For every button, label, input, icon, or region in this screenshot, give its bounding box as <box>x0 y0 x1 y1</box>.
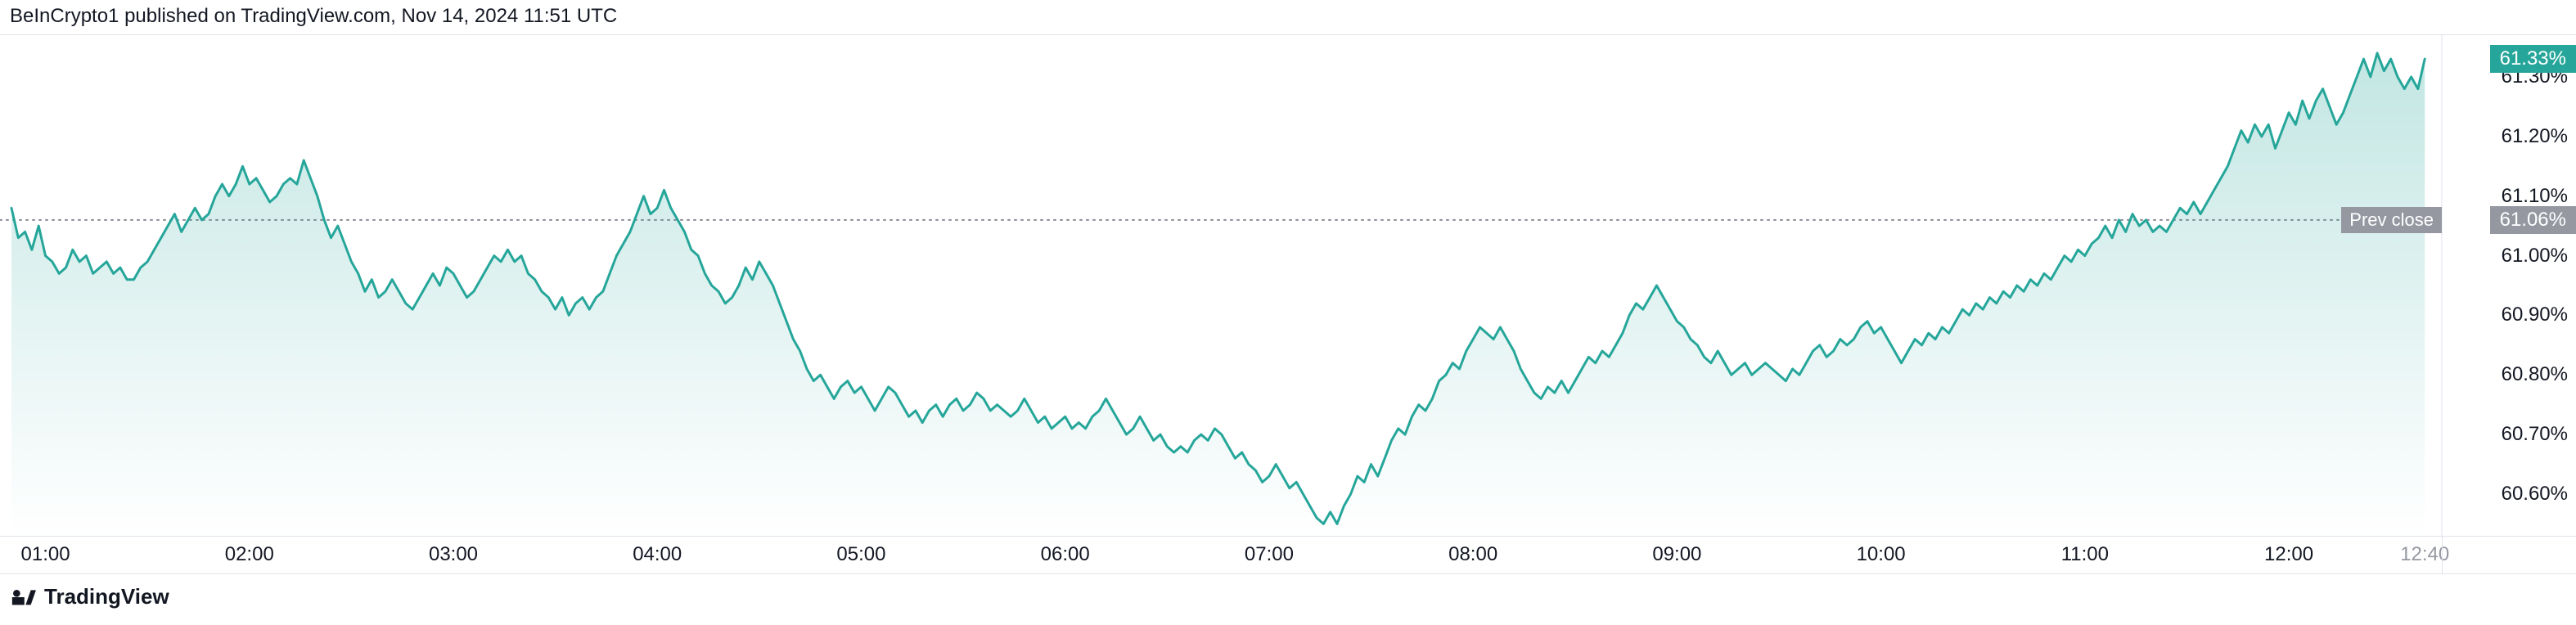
publisher-header: BeInCrypto1 published on TradingView.com… <box>0 0 2576 34</box>
y-axis: 61.30%61.20%61.10%61.00%60.90%60.80%60.7… <box>2442 35 2576 536</box>
x-tick-label: 12:00 <box>2264 543 2313 566</box>
y-tick-label: 60.70% <box>2502 423 2568 446</box>
x-tick-label: 04:00 <box>633 543 682 566</box>
y-tick-label: 60.80% <box>2502 363 2568 386</box>
y-tick-label: 60.90% <box>2502 304 2568 326</box>
y-tick-label: 61.00% <box>2502 245 2568 268</box>
publisher-text: BeInCrypto1 published on TradingView.com… <box>10 5 617 27</box>
x-tick-label: 03:00 <box>429 543 478 566</box>
y-tick-label: 60.60% <box>2502 483 2568 506</box>
axis-corner-separator <box>2442 537 2443 573</box>
x-tick-label: 01:00 <box>21 543 70 566</box>
current-value-badge: 61.33% <box>2490 45 2576 73</box>
tradingview-logo-icon <box>11 588 36 606</box>
x-tick-label: 09:00 <box>1652 543 1701 566</box>
price-chart-svg <box>0 35 2576 536</box>
y-tick-label: 61.10% <box>2502 185 2568 208</box>
footer-brand-text: TradingView <box>44 584 169 609</box>
x-tick-label: 02:00 <box>225 543 274 566</box>
x-tick-label: 08:00 <box>1448 543 1497 566</box>
prev-close-value-badge: 61.06% <box>2490 206 2576 234</box>
footer: TradingView <box>0 574 2576 619</box>
x-tick-label: 11:00 <box>2061 543 2109 566</box>
x-tick-label: 06:00 <box>1041 543 1090 566</box>
x-tick-label: 10:00 <box>1857 543 1906 566</box>
x-tick-label: 07:00 <box>1245 543 1294 566</box>
x-axis: 01:00 02:00 03:00 04:00 05:00 06:00 07:00 08:00… <box>0 537 2576 574</box>
y-tick-label: 61.20% <box>2502 125 2568 148</box>
prev-close-text-badge: Prev close <box>2341 207 2442 233</box>
x-tick-label: 05:00 <box>836 543 885 566</box>
chart-area[interactable]: 61.30%61.20%61.10%61.00%60.90%60.80%60.7… <box>0 34 2576 537</box>
